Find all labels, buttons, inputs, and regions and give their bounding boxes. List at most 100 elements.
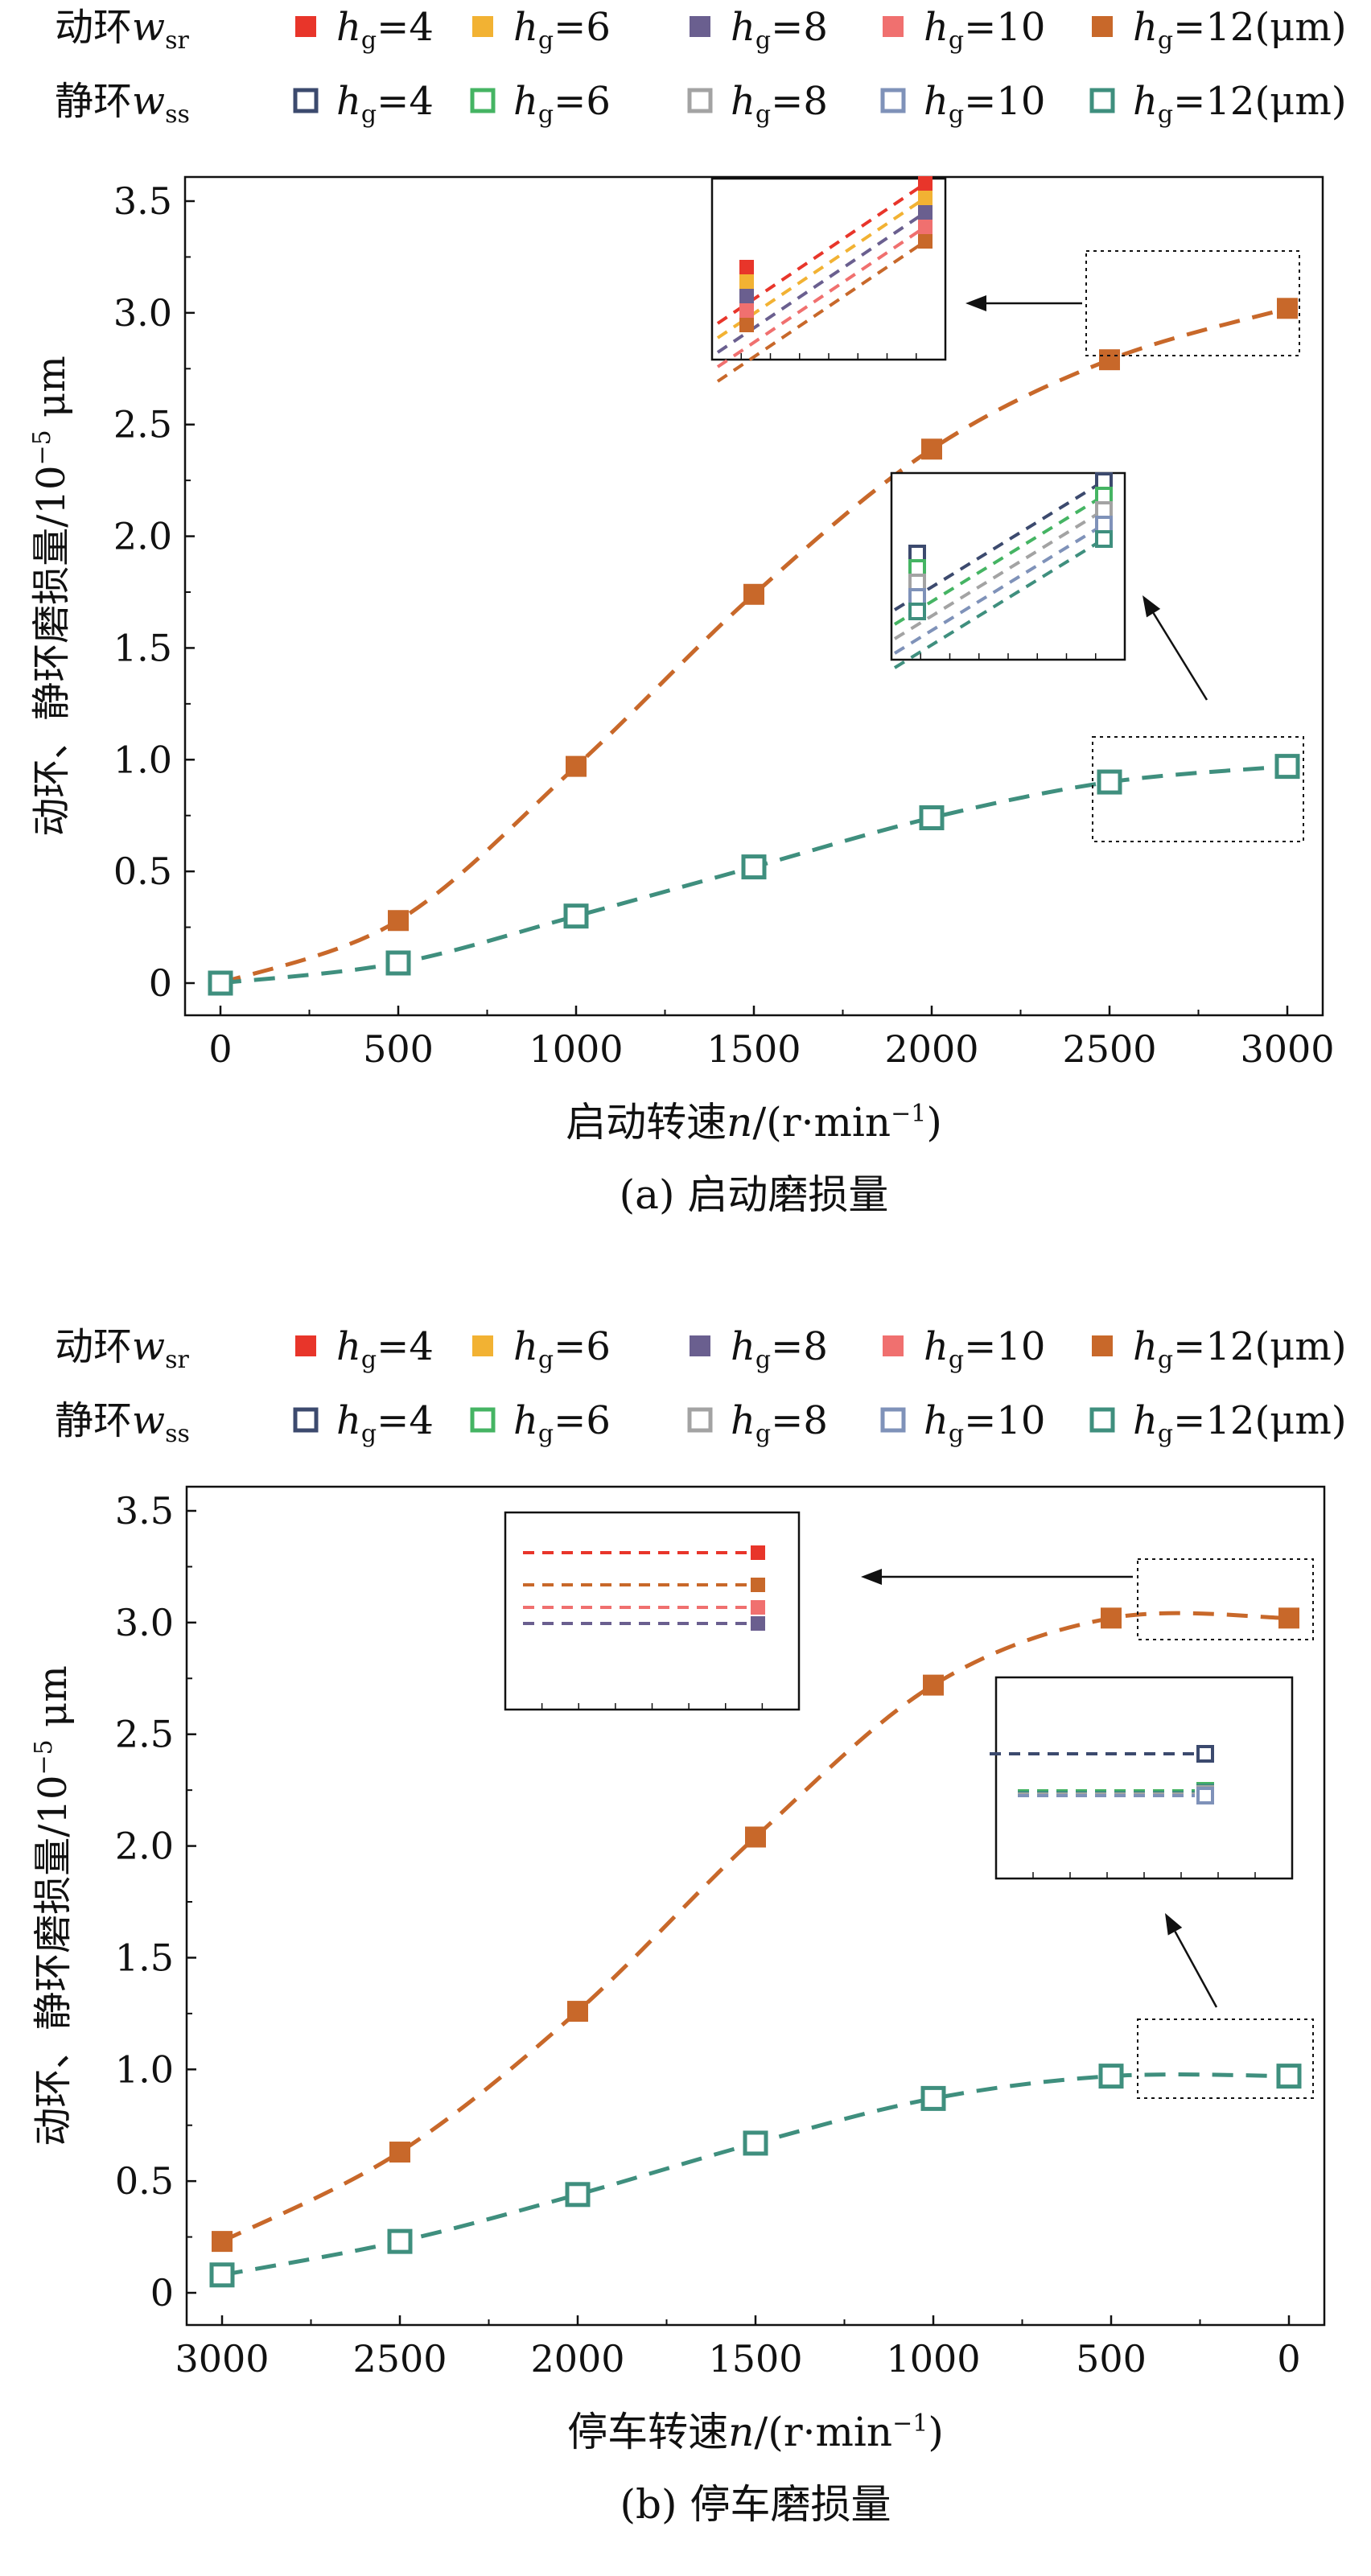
point-stationary-1-5 [1098,2064,1124,2089]
inset-a-sta-0-point-0 [908,545,926,562]
chart-b: 0 0.5 1.0 1.5 2.0 2.5 3.0 3.5 3000 2500 2000 1500 10… [30,1485,1326,2528]
point-stationary-0-1 [385,950,411,976]
point-rotating-1-5 [1101,1607,1122,1629]
legend-rotating-marker-3 [883,1335,904,1356]
legend-rotating-marker-4 [1092,1335,1113,1356]
legend-stationary-marker-2 [687,88,713,113]
point-stationary-0-0 [208,970,233,996]
ytick-label-1-2: 1.0 [115,2047,174,2091]
legend-rotating-level-3: hg=10 [924,1324,1045,1374]
legend-rotating-marker-2 [690,1335,710,1356]
legend-rotating-level-1: hg=6 [513,5,611,55]
legend-b: 动环wsr hg=4 hg=6 hg=8 hg=10 hg=12(μm) 静环wss hg=4… [55,1324,1347,1448]
legend-stationary-level-0: hg=4 [336,79,434,129]
xtick-label-1-3: 1500 [708,2337,802,2381]
inset-a-sta-2-line [893,508,1105,640]
legend-stationary-level-4: hg=12(μm) [1133,1398,1347,1448]
inset-a-rot-0-point-1 [918,176,933,191]
arrow-stationary-a-shaft [1152,612,1208,701]
inset-a-sta-0-point-1 [1095,472,1113,490]
xtick-label-0-4: 2000 [884,1027,978,1071]
arrow-rotating-a-head [965,295,986,311]
legend-stationary-level-4: hg=12(μm) [1133,79,1347,129]
inset-a-sta-1-point-1 [1095,487,1113,504]
point-rotating-0-4 [921,438,942,460]
ytick-label-0-0: 0 [149,961,172,1005]
legend-stationary-marker-2 [687,1407,713,1433]
point-rotating-1-3 [745,1826,766,1848]
inset-a-rot-1-point-0 [739,274,754,289]
xlabel-0: 启动转速n/(r·min−1) [566,1099,942,1146]
point-rotating-0-2 [566,755,587,777]
legend-stationary-marker-0 [293,1407,319,1433]
inset-a-rot-0-point-0 [739,260,754,274]
inset-a-rot-4-point-0 [739,318,754,332]
legend-stationary-level-0: hg=4 [336,1398,434,1448]
legend-stationary-level-1: hg=6 [513,1398,611,1448]
inset-a-rot-1-point-1 [918,191,933,205]
ylabel-0: 动环、静环磨损量/10−5 μm [28,356,74,836]
inset-stationary-b [994,1676,1294,1880]
legend-stationary-marker-0 [293,88,319,113]
xtick-label-0-2: 1000 [529,1027,623,1071]
ytick-label-1-4: 2.0 [115,1825,174,1868]
point-stationary-1-1 [387,2228,413,2254]
inset-a-rot-3-point-0 [739,303,754,318]
ytick-label-0-6: 3.0 [113,291,172,335]
legend-rotating-marker-0 [295,1335,316,1356]
arrow-rotating-b-head [861,1569,882,1585]
point-stationary-0-5 [1097,769,1122,795]
legend-rotating-level-0: hg=4 [336,5,434,55]
inset-b-rot-1-point-0 [751,1600,765,1615]
xtick-label-0-3: 1500 [706,1027,801,1071]
xtick-label-0-0: 0 [208,1027,232,1071]
point-rotating-1-6 [1278,1607,1299,1629]
legend-stationary-marker-4 [1089,1407,1115,1433]
xtick-label-1-2: 2000 [530,2337,624,2381]
xtick-label-1-0: 3000 [175,2337,269,2381]
point-rotating-0-3 [743,583,764,605]
point-rotating-0-5 [1099,349,1120,371]
inset-a-sta-4-line [893,537,1105,669]
point-stationary-0-2 [563,903,589,929]
ytick-label-0-5: 2.5 [113,403,172,446]
legend-rotating-marker-0 [295,16,316,37]
inset-a-sta-0-line [893,479,1105,611]
zoom-region-rotating-a [1085,250,1300,356]
point-rotating-0-6 [1277,298,1298,319]
point-rotating-1-2 [567,2001,588,2023]
xlabel-1: 停车转速n/(r·min−1) [567,2409,944,2455]
legend-rotating-marker-3 [883,16,904,37]
ytick-label-1-6: 3.0 [115,1601,174,1644]
ytick-label-0-1: 0.5 [113,850,172,893]
legend-rotating-title: 动环wsr [55,5,190,55]
xtick-label-1-1: 2500 [352,2337,447,2381]
legend-rotating-level-2: hg=8 [731,5,828,55]
legend-stationary-title: 静环wss [55,79,190,129]
ytick-label-1-1: 0.5 [115,2159,174,2203]
legend-stationary-level-2: hg=8 [731,79,828,129]
point-stationary-1-2 [565,2182,591,2208]
point-stationary-1-4 [920,2085,946,2111]
xtick-label-1-4: 1000 [886,2337,980,2381]
point-stationary-0-4 [919,804,945,830]
ytick-label-0-3: 1.5 [113,626,172,669]
point-stationary-1-3 [743,2130,768,2156]
legend-rotating-level-4: hg=12(μm) [1133,5,1347,55]
inset-a-sta-3-point-1 [1095,516,1113,533]
zoom-region-stationary-b [1137,2018,1314,2099]
ytick-label-1-0: 0 [150,2271,174,2315]
inset-a-sta-3-point-0 [908,588,926,606]
legend-stationary-level-2: hg=8 [731,1398,828,1448]
inset-rotating-b [504,1511,801,1711]
ytick-label-1-3: 1.5 [115,1936,174,1979]
inset-a-sta-2-point-1 [1095,501,1113,519]
inset-stationary-a [890,471,1126,661]
inset-a-rot-2-point-1 [918,205,933,220]
inset-b-rot-4-point-0 [751,1616,765,1631]
xtick-label-0-5: 2500 [1062,1027,1156,1071]
legend-stationary-marker-4 [1089,88,1115,113]
point-stationary-1-6 [1276,2064,1302,2089]
inset-b-sta-4-point-0 [1196,1787,1214,1804]
